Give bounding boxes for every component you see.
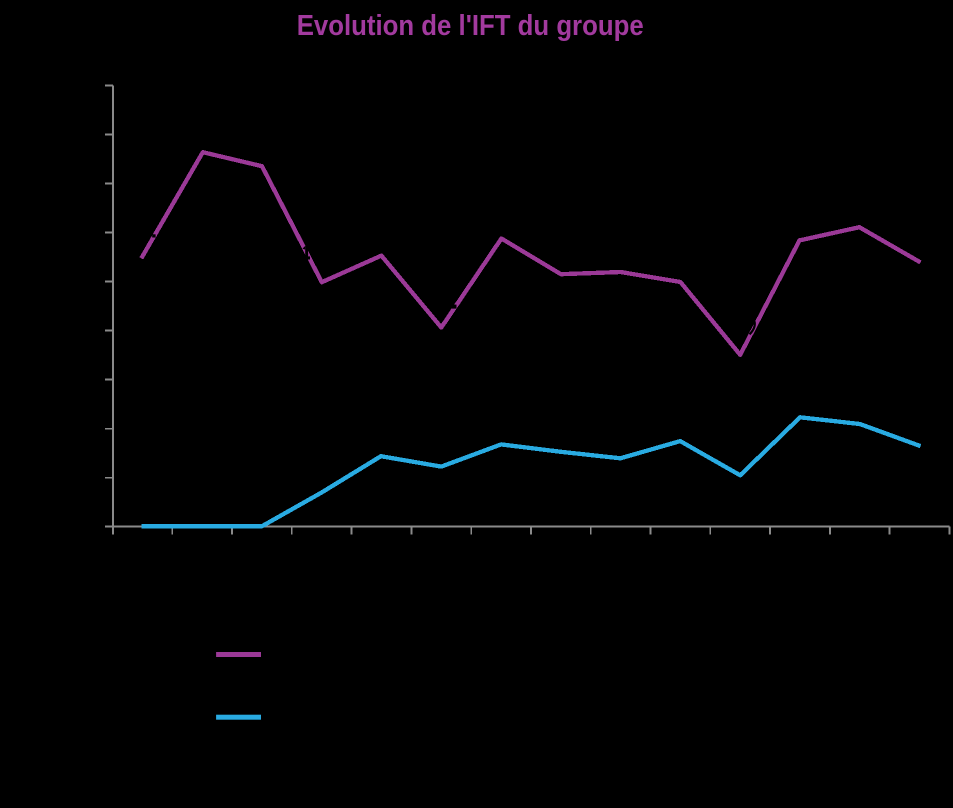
svg-text:Evolution de l'IFT du groupe: Evolution de l'IFT du groupe bbox=[297, 10, 644, 42]
